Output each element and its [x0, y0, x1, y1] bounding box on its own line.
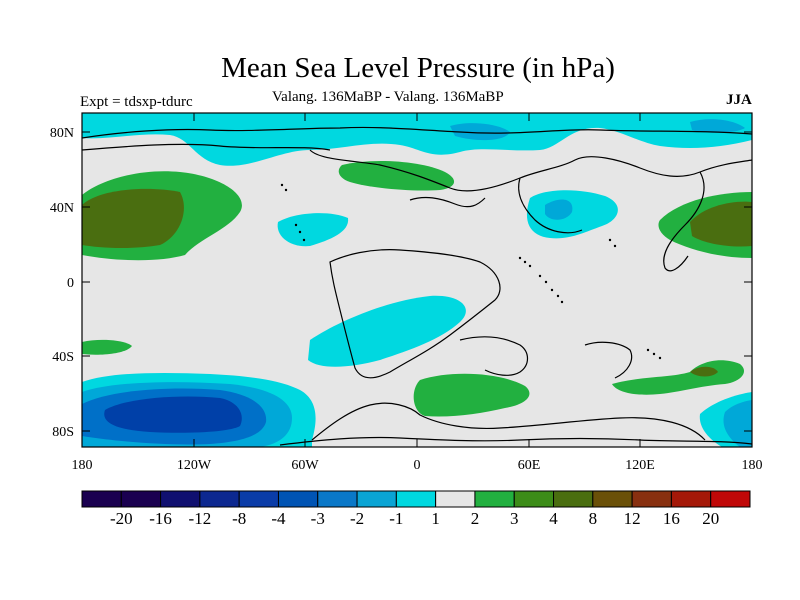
colorbar-label: -16 [149, 509, 172, 528]
lon-tick-label: 120W [177, 458, 212, 473]
season-label: JJA [726, 92, 752, 108]
colorbar-swatch [710, 490, 751, 508]
arctic-low-core-2 [690, 119, 745, 133]
pacific-high-core [82, 188, 184, 249]
colorbar: -20 -16 -12 -8 -4 -3 -2 -1 1 2 3 4 8 12 16 20 [81, 490, 751, 528]
island-dots [280, 183, 662, 360]
lat-tick-label: 80S [52, 425, 74, 440]
coastlines [82, 126, 752, 446]
colorbar-label: -1 [389, 509, 403, 528]
colorbar-swatch [120, 490, 162, 508]
lon-axis: 180 120W 60W 0 60E 120E 180 [72, 113, 763, 473]
lat-tick-label: 40N [50, 201, 74, 216]
ne-pacific-high-core [690, 201, 752, 247]
colorbar-label: -8 [232, 509, 246, 528]
south-atlantic-low-region [308, 295, 466, 367]
lon-tick-label: 60W [291, 458, 319, 473]
colorbar-swatch [592, 490, 633, 508]
colorbar-swatch [435, 490, 476, 508]
colorbar-swatch [631, 490, 672, 508]
colorbar-label: -2 [350, 509, 364, 528]
colorbar-label: -3 [311, 509, 325, 528]
colorbar-label: -20 [110, 509, 133, 528]
colorbar-swatch [553, 490, 594, 508]
colorbar-swatch [513, 490, 555, 508]
colorbar-label: -4 [271, 509, 286, 528]
lon-tick-label: 0 [414, 458, 421, 473]
experiment-label: Expt = tdsxp-tdurc [80, 94, 193, 110]
eurasia-high-region [338, 160, 455, 191]
colorbar-swatch [670, 490, 712, 508]
chart-subtitle: Valang. 136MaBP - Valang. 136MaBP [272, 89, 504, 105]
colorbar-label: 12 [624, 509, 641, 528]
se-low-core [723, 400, 752, 447]
colorbar-label: 1 [431, 509, 440, 528]
lon-tick-label: 60E [518, 458, 541, 473]
colorbar-swatch [81, 490, 122, 508]
lat-tick-label: 0 [67, 276, 74, 291]
colorbar-swatch [395, 490, 437, 508]
tethys-low-core [545, 199, 573, 220]
colorbar-swatch [238, 490, 279, 508]
colorbar-label: 20 [702, 509, 719, 528]
colorbar-swatch [356, 490, 397, 508]
colorbar-swatch [160, 490, 201, 508]
pressure-field [82, 113, 752, 447]
lon-tick-label: 180 [72, 458, 93, 473]
lat-tick-label: 40S [52, 350, 74, 365]
lat-axis: 80N 40N 0 40S 80S [50, 126, 752, 440]
colorbar-swatch [474, 490, 515, 508]
colorbar-swatch [317, 490, 358, 508]
colorbar-swatch [199, 490, 240, 508]
colorbar-label: 3 [510, 509, 519, 528]
atlantic-low-region [277, 213, 349, 247]
colorbar-label: 16 [663, 509, 680, 528]
colorbar-swatch [277, 490, 319, 508]
sw-small-high [82, 339, 132, 355]
colorbar-label: 8 [589, 509, 598, 528]
lon-tick-label: 180 [742, 458, 763, 473]
colorbar-label: 4 [549, 509, 558, 528]
chart-title: Mean Sea Level Pressure (in hPa) [221, 52, 615, 84]
tethys-low-region [526, 190, 618, 239]
south-high-region [413, 373, 530, 417]
lat-tick-label: 80N [50, 126, 74, 141]
lon-tick-label: 120E [625, 458, 655, 473]
southern-low-deep [104, 396, 242, 433]
colorbar-label: -12 [189, 509, 212, 528]
arctic-low-core [450, 123, 510, 141]
colorbar-label: 2 [471, 509, 480, 528]
se-high-core [690, 366, 718, 377]
arctic-low-region [82, 113, 752, 166]
